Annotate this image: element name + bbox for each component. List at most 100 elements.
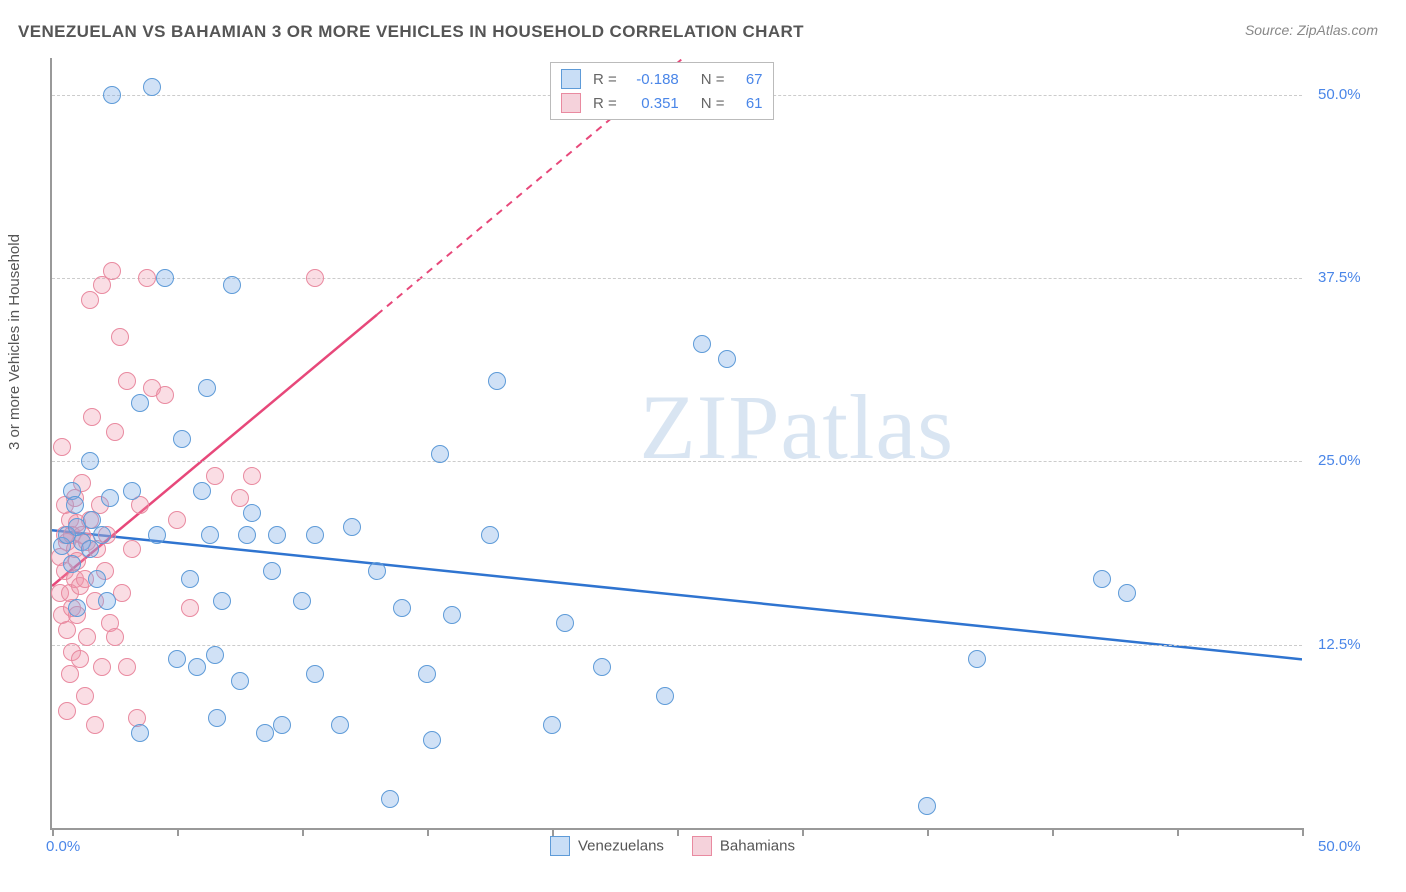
data-point [103, 262, 121, 280]
data-point [86, 716, 104, 734]
data-point [208, 709, 226, 727]
gridline [52, 278, 1302, 279]
data-point [111, 328, 129, 346]
y-tick-label: 25.0% [1318, 452, 1361, 469]
r-value: -0.188 [621, 71, 679, 88]
data-point [293, 592, 311, 610]
data-point [1118, 584, 1136, 602]
data-point [418, 665, 436, 683]
data-point [238, 526, 256, 544]
legend-swatch [550, 836, 570, 856]
data-point [243, 504, 261, 522]
r-label: R = [593, 71, 617, 88]
data-point [331, 716, 349, 734]
y-tick-label: 12.5% [1318, 636, 1361, 653]
data-point [431, 445, 449, 463]
x-tick [302, 828, 304, 836]
y-tick-label: 50.0% [1318, 86, 1361, 103]
n-value: 67 [729, 71, 763, 88]
data-point [81, 452, 99, 470]
data-point [1093, 570, 1111, 588]
data-point [81, 291, 99, 309]
data-point [543, 716, 561, 734]
data-point [201, 526, 219, 544]
x-tick [52, 828, 54, 836]
data-point [168, 511, 186, 529]
data-point [58, 702, 76, 720]
data-point [656, 687, 674, 705]
data-point [71, 650, 89, 668]
x-tick [177, 828, 179, 836]
data-point [81, 540, 99, 558]
data-point [306, 526, 324, 544]
data-point [118, 372, 136, 390]
x-tick [1302, 828, 1304, 836]
data-point [143, 78, 161, 96]
legend-label: Venezuelans [578, 838, 664, 855]
x-tick [427, 828, 429, 836]
gridline [52, 461, 1302, 462]
n-value: 61 [729, 95, 763, 112]
data-point [106, 628, 124, 646]
x-tick [677, 828, 679, 836]
data-point [481, 526, 499, 544]
data-point [148, 526, 166, 544]
data-point [76, 687, 94, 705]
data-point [93, 526, 111, 544]
data-point [198, 379, 216, 397]
data-point [273, 716, 291, 734]
legend-item: Venezuelans [550, 836, 664, 856]
data-point [193, 482, 211, 500]
data-point [123, 540, 141, 558]
data-point [368, 562, 386, 580]
data-point [101, 489, 119, 507]
data-point [231, 672, 249, 690]
data-point [718, 350, 736, 368]
data-point [593, 658, 611, 676]
r-value: 0.351 [621, 95, 679, 112]
x-tick [927, 828, 929, 836]
data-point [306, 269, 324, 287]
data-point [188, 658, 206, 676]
data-point [556, 614, 574, 632]
data-point [181, 599, 199, 617]
source-label: Source: ZipAtlas.com [1245, 22, 1378, 38]
legend-swatch [561, 69, 581, 89]
data-point [118, 658, 136, 676]
data-point [443, 606, 461, 624]
n-label: N = [701, 71, 725, 88]
data-point [968, 650, 986, 668]
data-point [83, 408, 101, 426]
x-tick-label: 50.0% [1318, 838, 1361, 855]
x-tick [1052, 828, 1054, 836]
data-point [156, 269, 174, 287]
plot-area: ZIPatlas [50, 58, 1302, 830]
data-point [68, 599, 86, 617]
x-tick [802, 828, 804, 836]
legend-item: Bahamians [692, 836, 795, 856]
n-label: N = [701, 95, 725, 112]
data-point [98, 592, 116, 610]
series-legend: Venezuelans Bahamians [550, 836, 795, 856]
legend-row: R =-0.188 N =67 [551, 67, 773, 91]
data-point [88, 570, 106, 588]
data-point [213, 592, 231, 610]
data-point [181, 570, 199, 588]
data-point [93, 658, 111, 676]
data-point [173, 430, 191, 448]
data-point [256, 724, 274, 742]
data-point [393, 599, 411, 617]
data-point [131, 724, 149, 742]
data-point [693, 335, 711, 353]
data-point [103, 86, 121, 104]
correlation-legend: R =-0.188 N =67R =0.351 N =61 [550, 62, 774, 120]
data-point [488, 372, 506, 390]
data-point [423, 731, 441, 749]
data-point [123, 482, 141, 500]
data-point [156, 386, 174, 404]
legend-label: Bahamians [720, 838, 795, 855]
data-point [206, 646, 224, 664]
data-point [53, 438, 71, 456]
legend-row: R =0.351N =61 [551, 91, 773, 115]
data-point [918, 797, 936, 815]
